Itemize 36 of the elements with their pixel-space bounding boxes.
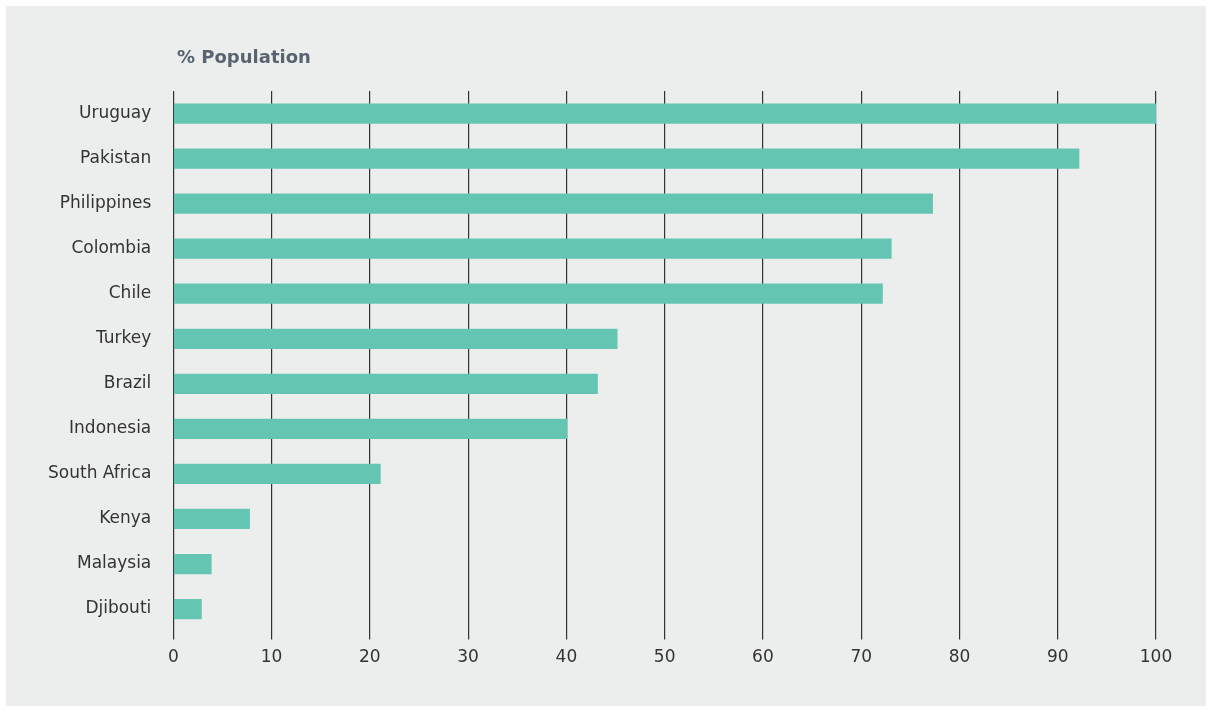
x-tick-label: 80 — [948, 646, 971, 667]
x-tick-label: 0 — [167, 646, 179, 667]
bar — [173, 598, 202, 620]
bar — [173, 238, 892, 259]
bar — [173, 508, 250, 530]
y-tick-label: Turkey — [94, 327, 152, 348]
bar — [173, 553, 212, 575]
bar — [173, 148, 1080, 169]
x-tick-label: 30 — [457, 646, 479, 667]
y-tick-label: Indonesia — [69, 417, 152, 438]
bar — [173, 373, 598, 394]
bar — [173, 328, 618, 349]
x-tick-label: 60 — [752, 646, 774, 667]
y-tick-label: Chile — [108, 282, 152, 303]
y-tick-label: Pakistan — [80, 147, 152, 167]
x-tick-label: 90 — [1046, 646, 1069, 667]
y-tick-label: South Africa — [48, 462, 152, 483]
y-tick-label: Djibouti — [85, 597, 152, 618]
bar — [173, 418, 568, 440]
x-tick-label: 70 — [850, 646, 873, 667]
bar — [173, 283, 883, 304]
y-tick-label: Brazil — [103, 372, 152, 393]
x-tick-label: 50 — [653, 646, 676, 667]
y-tick-label: Philippines — [59, 192, 152, 213]
y-tick-label: Kenya — [99, 507, 152, 528]
y-tick-label: Malaysia — [77, 552, 152, 573]
y-tick-label: Colombia — [71, 237, 152, 258]
bar — [173, 193, 933, 214]
x-tick-label: 40 — [555, 646, 578, 667]
x-tick-label: 10 — [260, 646, 283, 667]
chart-title: % Population — [177, 46, 311, 67]
y-tick-label: Uruguay — [79, 101, 152, 122]
x-tick-label: 20 — [359, 646, 381, 667]
bar — [173, 103, 1156, 124]
x-tick-label: 100 — [1139, 646, 1173, 667]
bar — [173, 463, 381, 485]
